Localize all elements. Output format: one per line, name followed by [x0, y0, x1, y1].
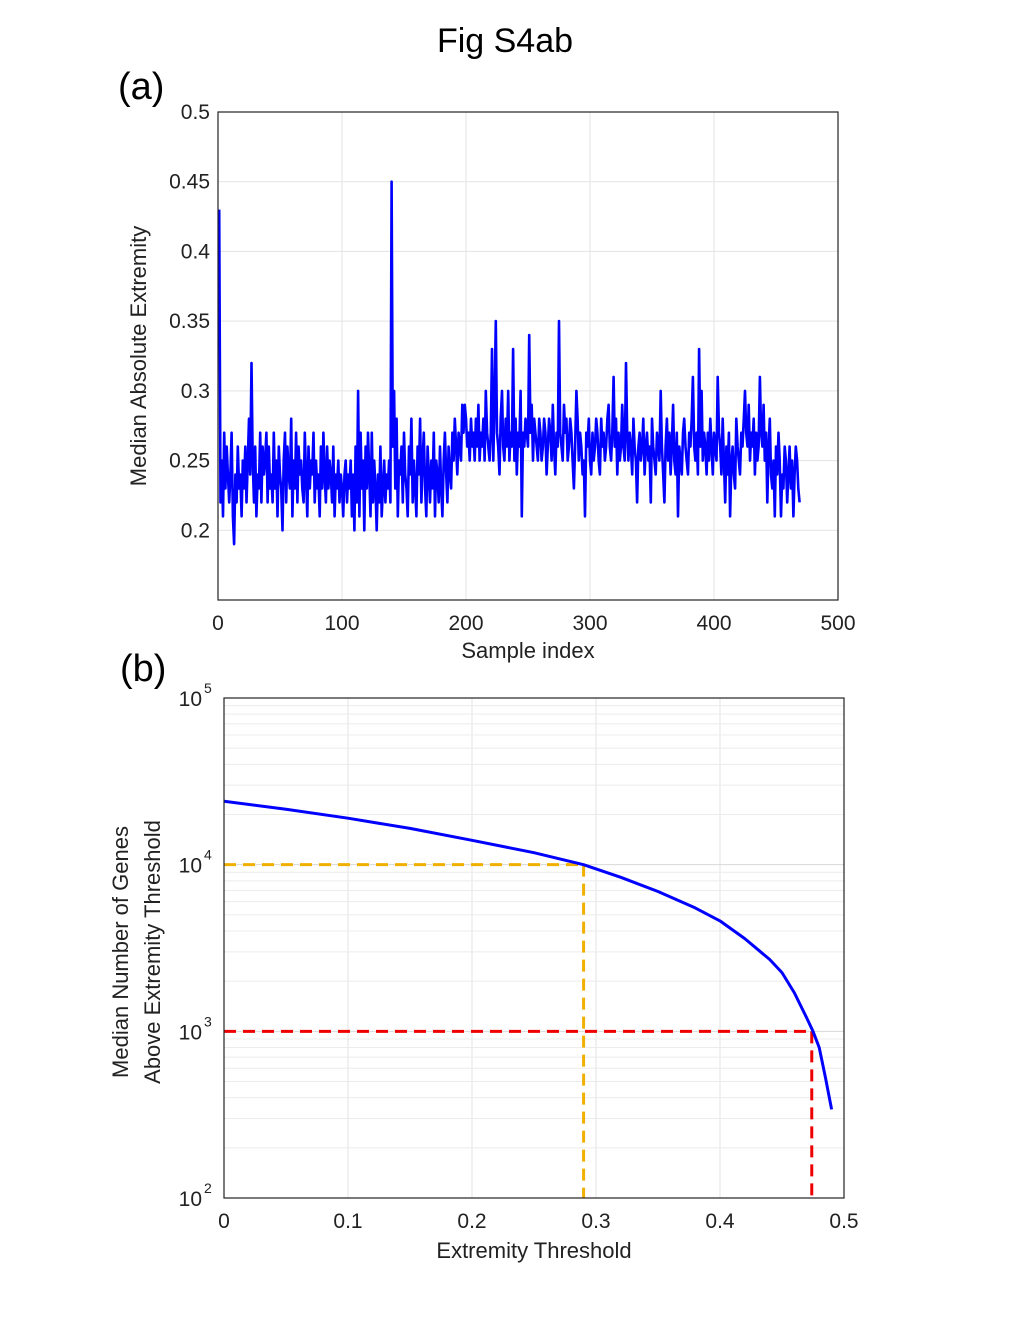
panel-a-series-line	[217, 180, 801, 546]
panel-b-x-tick-label: 0.2	[457, 1210, 486, 1233]
panel-b-grid	[223, 697, 845, 1199]
panel-a-x-axis-label: Sample index	[461, 638, 594, 663]
panel-b-y-tick-label: 10 5	[179, 680, 212, 711]
panel-b-plot-area	[224, 698, 844, 1198]
panel-b-y-axis-label-line2: Above Extremity Threshold	[140, 820, 165, 1084]
panel-a-y-tick-label: 0.4	[181, 240, 211, 263]
panel-a-y-ticks: 0.2 0.25 0.3 0.35 0.4 0.45 0.5	[169, 101, 210, 542]
panel-b-y-tick-base: 10	[179, 855, 202, 878]
figure-title: Fig S4ab	[436, 22, 574, 60]
panel-b-axes-box	[223, 697, 845, 1199]
panel-b-label: (b)	[120, 648, 167, 690]
panel-a-axes-box	[217, 111, 839, 601]
panel-a-x-tick-label: 400	[696, 612, 731, 635]
panel-b-x-tick-label: 0.1	[333, 1210, 362, 1233]
panel-b-x-tick-label: 0.5	[829, 1210, 858, 1233]
panel-b-y-axis-label-line1: Median Number of Genes	[108, 826, 133, 1078]
panel-b-x-tick-label: 0.3	[581, 1210, 610, 1233]
panel-a-x-ticks: 0 100 200 300 400 500	[212, 612, 855, 635]
panel-b-x-tick-label: 0	[218, 1210, 230, 1233]
panel-b-y-tick-base: 10	[179, 1188, 202, 1211]
panel-b-x-ticks: 0 0.1 0.2 0.3 0.4 0.5	[218, 1210, 858, 1233]
panel-a-x-tick-label: 200	[448, 612, 483, 635]
panel-a-chart: 0 100 200 300 400 500 0.20.250.30.350.40.450.…	[126, 101, 856, 663]
panel-b-y-tick-exponent: 5	[204, 680, 212, 696]
panel-a-y-tick-label: 0.5	[181, 101, 210, 124]
panel-a-label: (a)	[118, 66, 165, 108]
panel-a-y-tick-label: 0.45	[169, 171, 210, 194]
panel-b-y-tick-base: 10	[179, 688, 202, 711]
panel-a-x-tick-label: 0	[212, 612, 224, 635]
panel-b-y-tick-exponent: 3	[204, 1013, 212, 1029]
panel-a-y-tick-label: 0.35	[169, 310, 210, 333]
panel-a-x-tick-label: 300	[572, 612, 607, 635]
panel-a-y-tick-label: 0.3	[181, 380, 210, 403]
panel-b-y-tick-exponent: 2	[204, 1180, 212, 1196]
panel-b-series-line	[223, 799, 834, 1110]
panel-a-y-tick-label: 0.25	[169, 450, 210, 473]
panel-b-y-tick-label: 10 3	[179, 1013, 212, 1044]
panel-b-reference-lines	[224, 863, 814, 1198]
panel-a-y-tick-label: 0.2	[181, 519, 210, 542]
panel-b-y-tick-base: 10	[179, 1021, 202, 1044]
panel-b-y-tick-label: 10 4	[179, 847, 212, 878]
panel-b-x-tick-label: 0.4	[705, 1210, 735, 1233]
panel-a-x-tick-label: 500	[820, 612, 855, 635]
panel-a-x-tick-label: 100	[324, 612, 359, 635]
panel-b-y-tick-exponent: 4	[204, 847, 212, 863]
panel-b-y-tick-label: 10 2	[179, 1180, 212, 1211]
panel-b-x-axis-label: Extremity Threshold	[436, 1238, 631, 1263]
panel-a-y-axis-label: Median Absolute Extremity	[126, 226, 151, 486]
